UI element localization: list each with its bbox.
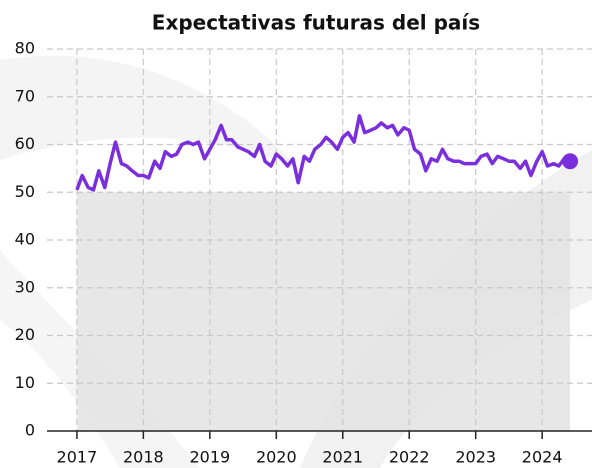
x-tick-label: 2018 [123,448,164,467]
y-tick-label: 10 [15,373,35,392]
y-tick-label: 30 [15,277,35,296]
y-tick-label: 0 [25,421,35,440]
x-tick-label: 2022 [389,448,430,467]
x-tick-label: 2020 [256,448,297,467]
threshold-band [76,192,571,431]
x-tick-label: 2024 [522,448,563,467]
x-tick-label: 2017 [57,448,98,467]
line [75,114,571,192]
chart-title: Expectativas futuras del país [152,11,480,35]
y-tick-label: 20 [15,325,35,344]
x-tick-label: 2019 [189,448,230,467]
y-tick-label: 50 [15,182,35,201]
y-tick-label: 80 [15,39,35,58]
decoration [0,55,300,170]
y-tick-label: 70 [15,86,35,105]
last-point [562,153,579,170]
y-tick-label: 60 [15,134,35,153]
x-tick-label: 2021 [322,448,363,467]
x-tick-label: 2023 [455,448,496,467]
y-tick-label: 40 [15,230,35,249]
